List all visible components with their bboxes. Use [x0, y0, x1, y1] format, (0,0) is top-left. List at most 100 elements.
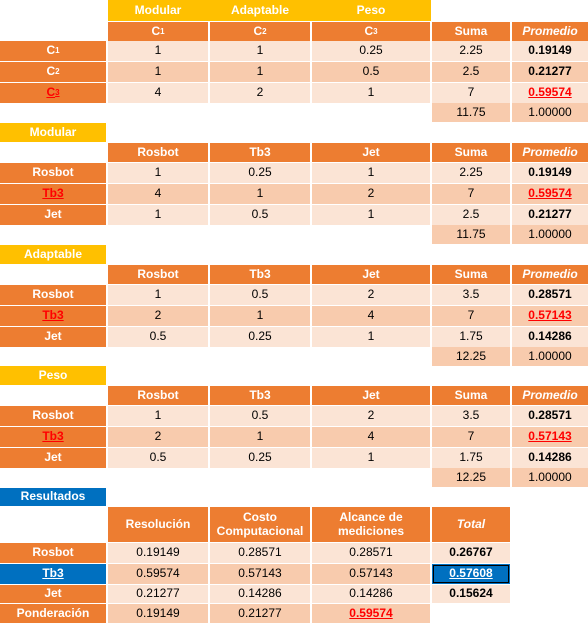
cell: 0.5	[108, 448, 208, 468]
suma-cell: 2.25	[432, 163, 510, 183]
total-suma: 12.25	[432, 347, 510, 366]
suma-cell: 2.5	[432, 62, 510, 82]
cell: 2	[108, 306, 208, 326]
cell: 0.21277	[108, 585, 208, 603]
col-header: Rosbot	[108, 143, 208, 162]
block-title: Peso	[0, 366, 106, 385]
col-header: Rosbot	[108, 386, 208, 405]
col-header: Rosbot	[108, 265, 208, 284]
row-label-rosbot: Rosbot	[0, 163, 106, 183]
col-header: Tb3	[210, 386, 310, 405]
promedio-cell: 0.21277	[512, 205, 588, 225]
suma-cell: 3.5	[432, 285, 510, 305]
cell: 1	[108, 41, 208, 61]
cell: 1	[108, 285, 208, 305]
suma-cell: 2.25	[432, 41, 510, 61]
col-header: Jet	[312, 386, 430, 405]
suma-cell: 3.5	[432, 406, 510, 426]
cell: 0.14286	[210, 585, 310, 603]
cell: 2	[210, 83, 310, 103]
cell: 0.5	[108, 327, 208, 347]
promedio-cell: 0.28571	[512, 285, 588, 305]
total-cell-best: 0.57608	[432, 564, 510, 584]
row-label-jet: Jet	[0, 585, 106, 603]
cell: 1	[312, 327, 430, 347]
results-title: Resultados	[0, 488, 106, 506]
cell: 1	[312, 163, 430, 183]
cell: 2	[312, 184, 430, 204]
cell: 1	[210, 62, 310, 82]
block-title: Modular	[0, 123, 106, 142]
cell: 2	[312, 406, 430, 426]
col-header-promedio: Promedio	[512, 143, 588, 162]
cell: 0.59574	[108, 564, 208, 584]
col-header-suma: Suma	[432, 386, 510, 405]
crit-header-peso: Peso	[356, 2, 386, 17]
weight-cell: 0.21277	[210, 604, 310, 623]
col-header-promedio: Promedio	[512, 265, 588, 284]
cell: 4	[108, 83, 208, 103]
col-header-promedio: Promedio	[512, 22, 588, 41]
total-suma: 11.75	[432, 225, 510, 244]
cell: 0.28571	[210, 543, 310, 563]
promedio-cell: 0.19149	[512, 163, 588, 183]
promedio-cell: 0.14286	[512, 448, 588, 468]
total-suma: 12.25	[432, 468, 510, 487]
cell: 2	[312, 285, 430, 305]
cell: 2	[108, 427, 208, 447]
suma-cell: 7	[432, 427, 510, 447]
col-header-suma: Suma	[432, 22, 510, 41]
col-header-total: Total	[432, 507, 510, 542]
suma-cell: 1.75	[432, 327, 510, 347]
promedio-cell: 0.14286	[512, 327, 588, 347]
total-cell: 0.26767	[432, 543, 510, 563]
cell: 1	[312, 83, 430, 103]
cell: 1	[210, 184, 310, 204]
crit-header-modular: Modular	[134, 2, 182, 17]
promedio-cell-max: 0.59574	[512, 83, 588, 103]
promedio-cell-max: 0.57143	[512, 427, 588, 447]
promedio-cell: 0.19149	[512, 41, 588, 61]
cell: 0.25	[312, 41, 430, 61]
cell: 1	[210, 427, 310, 447]
row-label-tb3: Tb3	[0, 427, 106, 447]
cell: 0.28571	[312, 543, 430, 563]
cell: 1	[210, 41, 310, 61]
weight-cell: 0.19149	[108, 604, 208, 623]
weight-cell-max: 0.59574	[312, 604, 430, 623]
cell: 1	[108, 163, 208, 183]
promedio-cell: 0.28571	[512, 406, 588, 426]
cell: 1	[312, 448, 430, 468]
row-label-jet: Jet	[0, 327, 106, 347]
cell: 0.19149	[108, 543, 208, 563]
col-header-costo: Costo Computacional	[210, 507, 310, 542]
promedio-cell-max: 0.59574	[512, 184, 588, 204]
cell: 0.25	[210, 448, 310, 468]
promedio-cell: 0.21277	[512, 62, 588, 82]
criteria-header-band	[108, 0, 431, 21]
col-header: Jet	[312, 143, 430, 162]
total-promedio: 1.00000	[512, 225, 588, 244]
cell: 0.25	[210, 163, 310, 183]
total-suma: 11.75	[432, 103, 510, 122]
block-title: Adaptable	[0, 245, 106, 264]
cell: 4	[312, 306, 430, 326]
cell: 0.25	[210, 327, 310, 347]
total-promedio: 1.00000	[512, 347, 588, 366]
cell: 1	[108, 205, 208, 225]
row-label-tb3: Tb3	[0, 306, 106, 326]
row-label-jet: Jet	[0, 205, 106, 225]
col-header-suma: Suma	[432, 143, 510, 162]
col-header: Jet	[312, 265, 430, 284]
row-label-rosbot: Rosbot	[0, 543, 106, 563]
cell: 0.5	[210, 285, 310, 305]
cell: 1	[312, 205, 430, 225]
suma-cell: 7	[432, 306, 510, 326]
cell: 1	[108, 62, 208, 82]
cell: 0.5	[210, 406, 310, 426]
